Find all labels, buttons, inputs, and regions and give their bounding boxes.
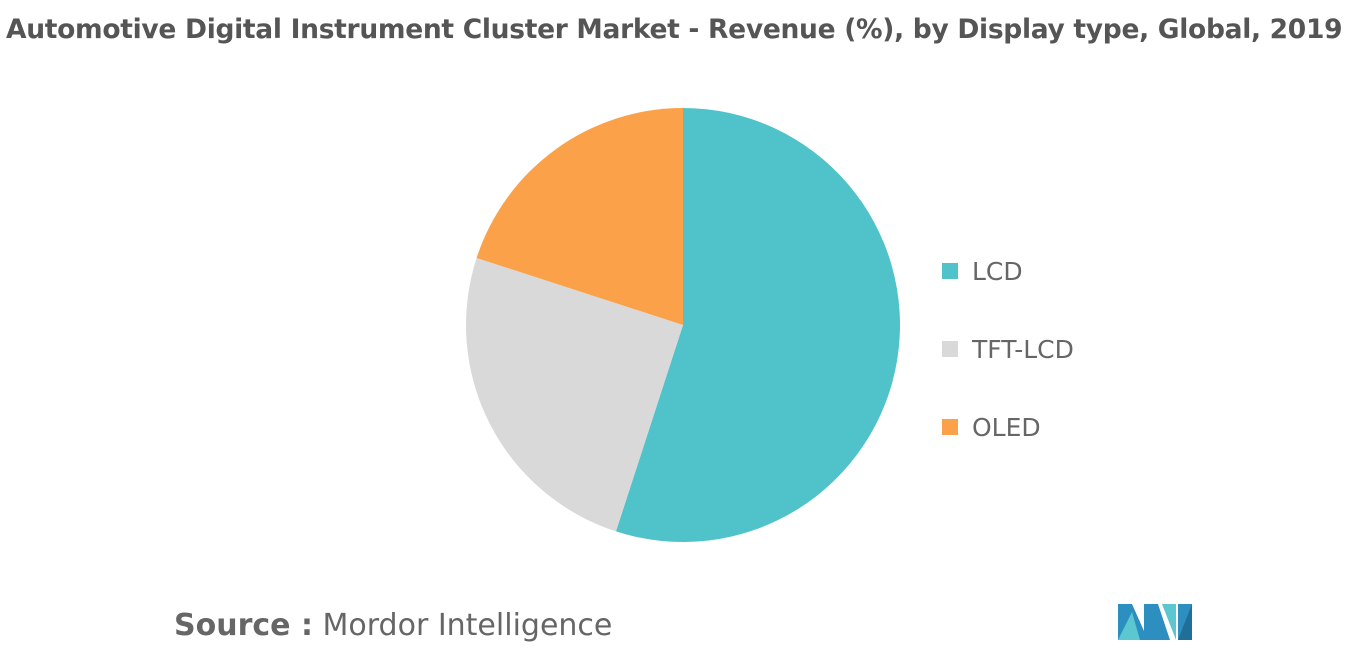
pie-slice-oled <box>476 108 683 325</box>
legend-item-oled: OLED <box>942 388 1074 466</box>
legend-label: OLED <box>972 412 1041 442</box>
source-note: Source : Mordor Intelligence <box>174 608 612 643</box>
legend: LCD TFT-LCD OLED <box>942 232 1074 466</box>
legend-item-tft-lcd: TFT-LCD <box>942 310 1074 388</box>
legend-swatch <box>942 263 958 279</box>
legend-label: TFT-LCD <box>972 334 1074 364</box>
legend-label: LCD <box>972 256 1023 286</box>
legend-item-lcd: LCD <box>942 232 1074 310</box>
pie-slice-tft-lcd <box>466 257 683 532</box>
mordor-logo <box>1118 604 1192 640</box>
chart-title: Automotive Digital Instrument Cluster Ma… <box>6 14 1343 45</box>
pie-slice-lcd <box>615 108 900 543</box>
legend-swatch <box>942 419 958 435</box>
legend-swatch <box>942 341 958 357</box>
source-value: Mordor Intelligence <box>322 608 613 643</box>
source-label: Source : <box>174 608 313 643</box>
